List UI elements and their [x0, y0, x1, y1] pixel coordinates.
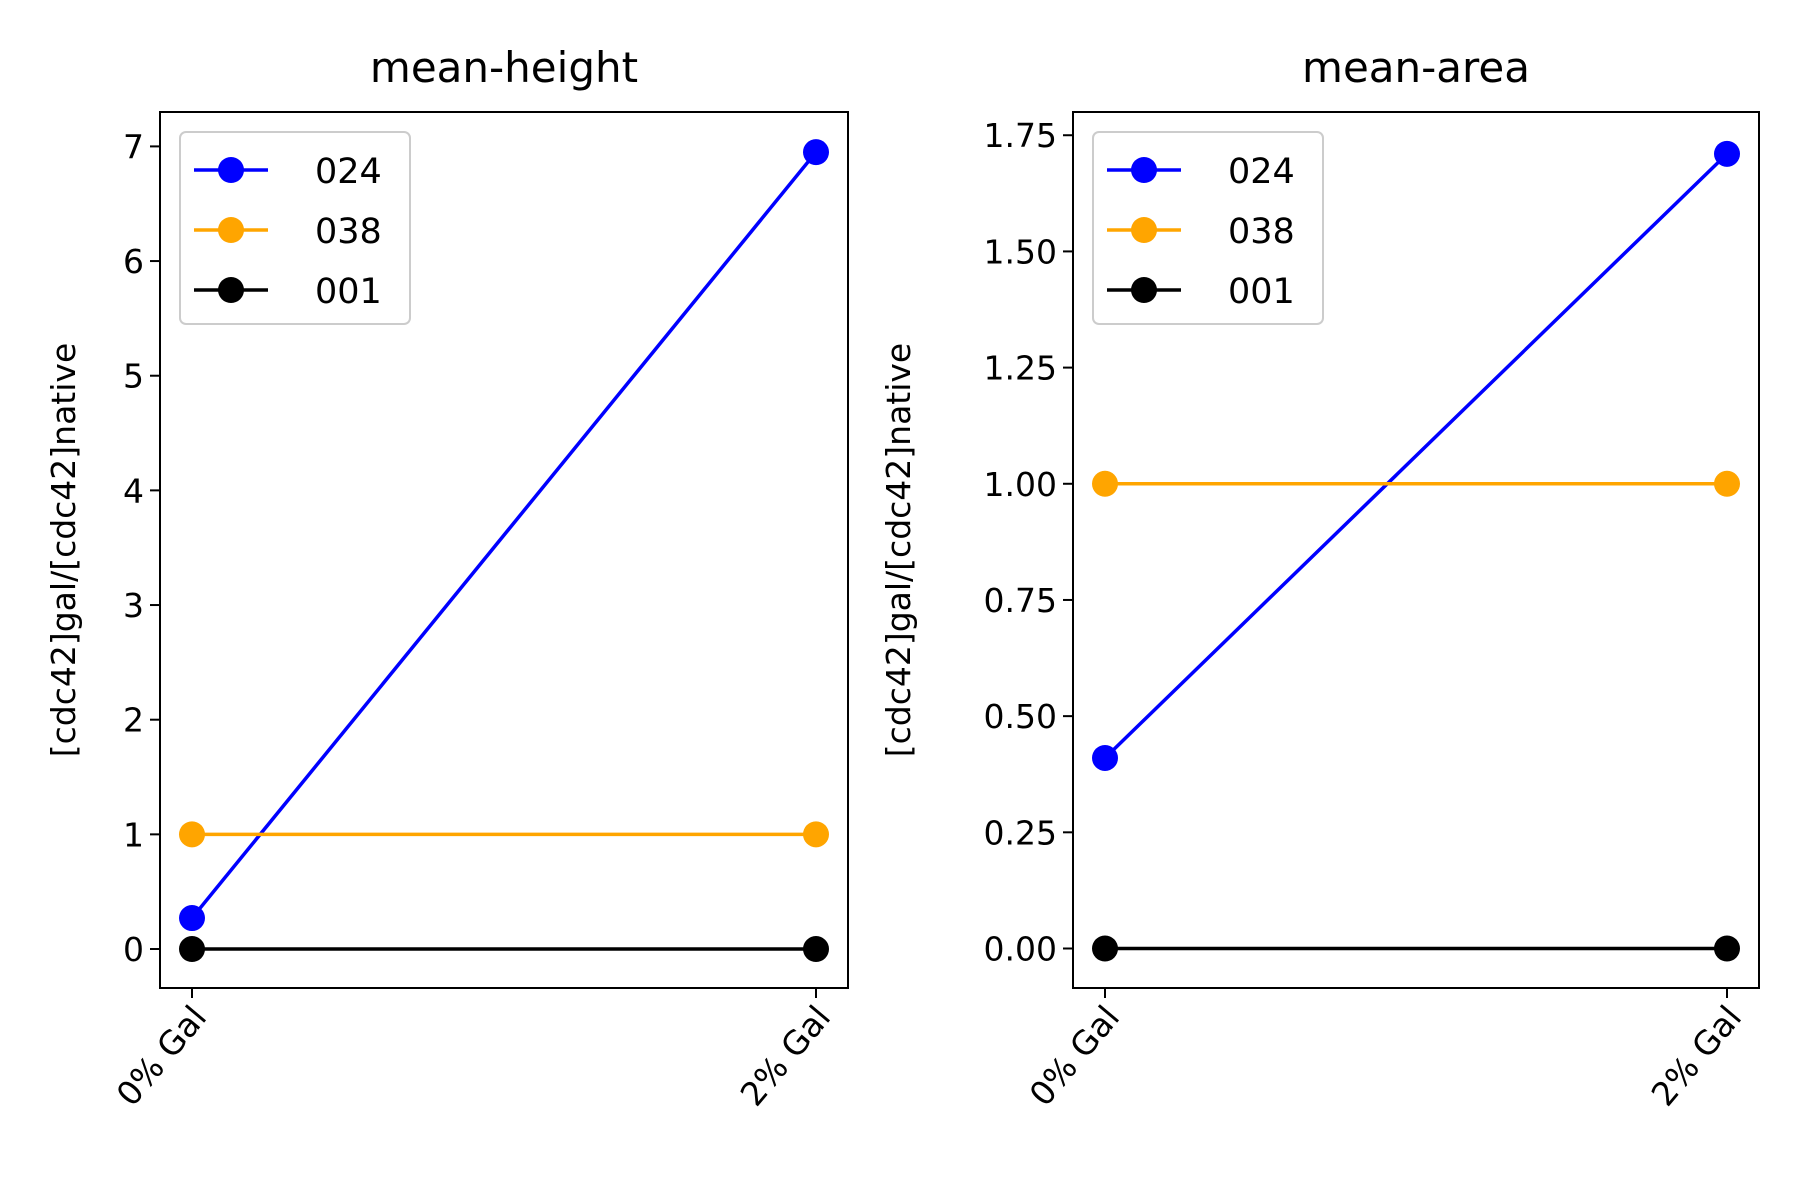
data-point-038 — [179, 821, 205, 848]
legend-marker-038 — [1131, 217, 1157, 243]
y-axis-label: [cdc42]gal/[cdc42]native — [879, 343, 918, 757]
data-point-038 — [1714, 470, 1740, 497]
y-tick-label: 0.50 — [984, 697, 1057, 736]
y-tick-label: 1.50 — [984, 232, 1057, 271]
chart-title: mean-height — [370, 43, 638, 92]
y-tick-label: 0.75 — [984, 581, 1057, 620]
y-tick-label: 5 — [123, 357, 144, 396]
legend: 024 038 001 — [1092, 131, 1324, 325]
legend-marker-038 — [218, 217, 244, 243]
data-point-024 — [1714, 140, 1740, 167]
legend-label: 038 — [315, 212, 382, 252]
legend-label: 024 — [315, 152, 382, 192]
data-point-001 — [179, 936, 205, 963]
y-tick-label: 2 — [123, 701, 144, 740]
y-tick-label: 0.25 — [984, 813, 1057, 852]
y-tick-label: 0 — [123, 930, 144, 969]
series-line-024 — [1103, 152, 1729, 760]
series-line-024 — [190, 151, 818, 920]
y-tick-label: 1.00 — [984, 465, 1057, 504]
plot-frame — [159, 111, 849, 989]
data-point-024 — [1092, 744, 1118, 771]
x-tick-label: 0% Gal — [1022, 998, 1128, 1113]
y-tick-label: 7 — [123, 127, 144, 166]
x-tick-label: 2% Gal — [1644, 998, 1750, 1113]
data-point-001 — [1092, 935, 1118, 962]
legend-marker-024 — [218, 157, 244, 183]
y-tick-label: 1.75 — [984, 116, 1057, 155]
chart-panel-2: mean-area 0.00 0.25 0.50 0.75 1.00 1.25 1.50 1.7… — [879, 43, 1760, 1113]
y-tick-label: 1 — [123, 815, 144, 854]
data-point-024 — [803, 139, 829, 166]
legend-marker-001 — [1131, 277, 1157, 303]
y-tick-label: 3 — [123, 586, 144, 625]
legend-marker-001 — [218, 277, 244, 303]
chart-title: mean-area — [1302, 43, 1530, 92]
y-axis-label: [cdc42]gal/[cdc42]native — [44, 343, 83, 757]
data-point-001 — [803, 936, 829, 963]
data-point-001 — [1714, 935, 1740, 962]
chart-panel-1: mean-height 0 1 2 3 4 5 6 7 0% Gal 2% Gal [cdc42]ga… — [44, 43, 849, 1113]
y-tick-label: 4 — [123, 471, 144, 510]
data-point-038 — [803, 821, 829, 848]
x-tick-label: 2% Gal — [733, 998, 839, 1113]
data-point-024 — [179, 905, 205, 932]
legend: 024 038 001 — [179, 131, 411, 325]
legend-label: 001 — [315, 272, 382, 312]
legend-marker-024 — [1131, 157, 1157, 183]
legend-label: 001 — [1228, 272, 1295, 312]
legend-label: 038 — [1228, 212, 1295, 252]
y-tick-label: 1.25 — [984, 349, 1057, 388]
y-tick-label: 6 — [123, 242, 144, 281]
y-tick-label: 0.00 — [984, 929, 1057, 968]
data-point-038 — [1092, 470, 1118, 497]
plot-frame — [1072, 111, 1760, 989]
x-tick-label: 0% Gal — [109, 998, 215, 1113]
legend-label: 024 — [1228, 152, 1295, 192]
